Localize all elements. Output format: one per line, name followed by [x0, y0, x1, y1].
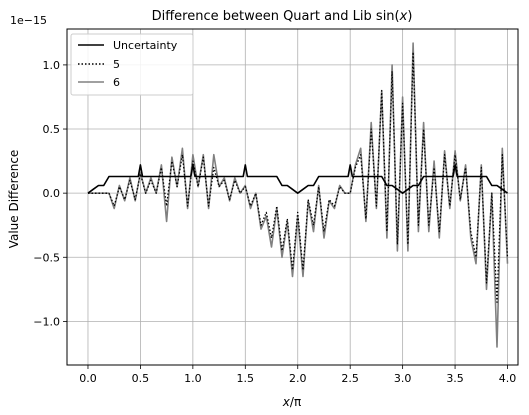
x-tick-label: 0.0	[79, 372, 97, 385]
legend-label-5: 5	[113, 58, 120, 71]
y-tick-label: −0.5	[33, 251, 60, 264]
x-axis-label: x/π	[282, 395, 301, 409]
series-line-6	[88, 42, 509, 348]
legend-label-6: 6	[113, 76, 120, 89]
x-tick-label: 3.0	[394, 372, 412, 385]
y-tick-label: 1.0	[43, 59, 61, 72]
x-tick-label: 4.0	[499, 372, 517, 385]
y-tick-label: −1.0	[33, 315, 60, 328]
y-axis-label: Value Difference	[7, 150, 21, 249]
legend: Uncertainty 5 6	[70, 33, 194, 96]
y-multiplier-label: 1e−15	[10, 14, 47, 27]
x-tick-label: 3.5	[446, 372, 464, 385]
x-tick-label: 1.5	[237, 372, 255, 385]
series-line-uncertainty	[87, 164, 508, 194]
x-tick-label: 1.0	[184, 372, 202, 385]
ticks-group: 0.0 0.5 1.0 1.5 2.0 2.5 3.0 3.5 4.0 −1.0 −0.5 0.0 0.…	[33, 59, 516, 385]
chart-title: Difference between Quart and Lib sin(x)	[152, 9, 413, 24]
y-tick-label: 0.5	[43, 123, 61, 136]
x-tick-label: 0.5	[132, 372, 150, 385]
legend-box	[70, 33, 194, 96]
legend-label-uncertainty: Uncertainty	[113, 39, 178, 52]
x-tick-label: 2.0	[289, 372, 307, 385]
x-tick-label: 2.5	[341, 372, 359, 385]
plot-frame	[66, 28, 519, 366]
series-group	[87, 42, 509, 348]
series-line-5	[88, 51, 509, 303]
y-tick-label: 0.0	[43, 187, 61, 200]
